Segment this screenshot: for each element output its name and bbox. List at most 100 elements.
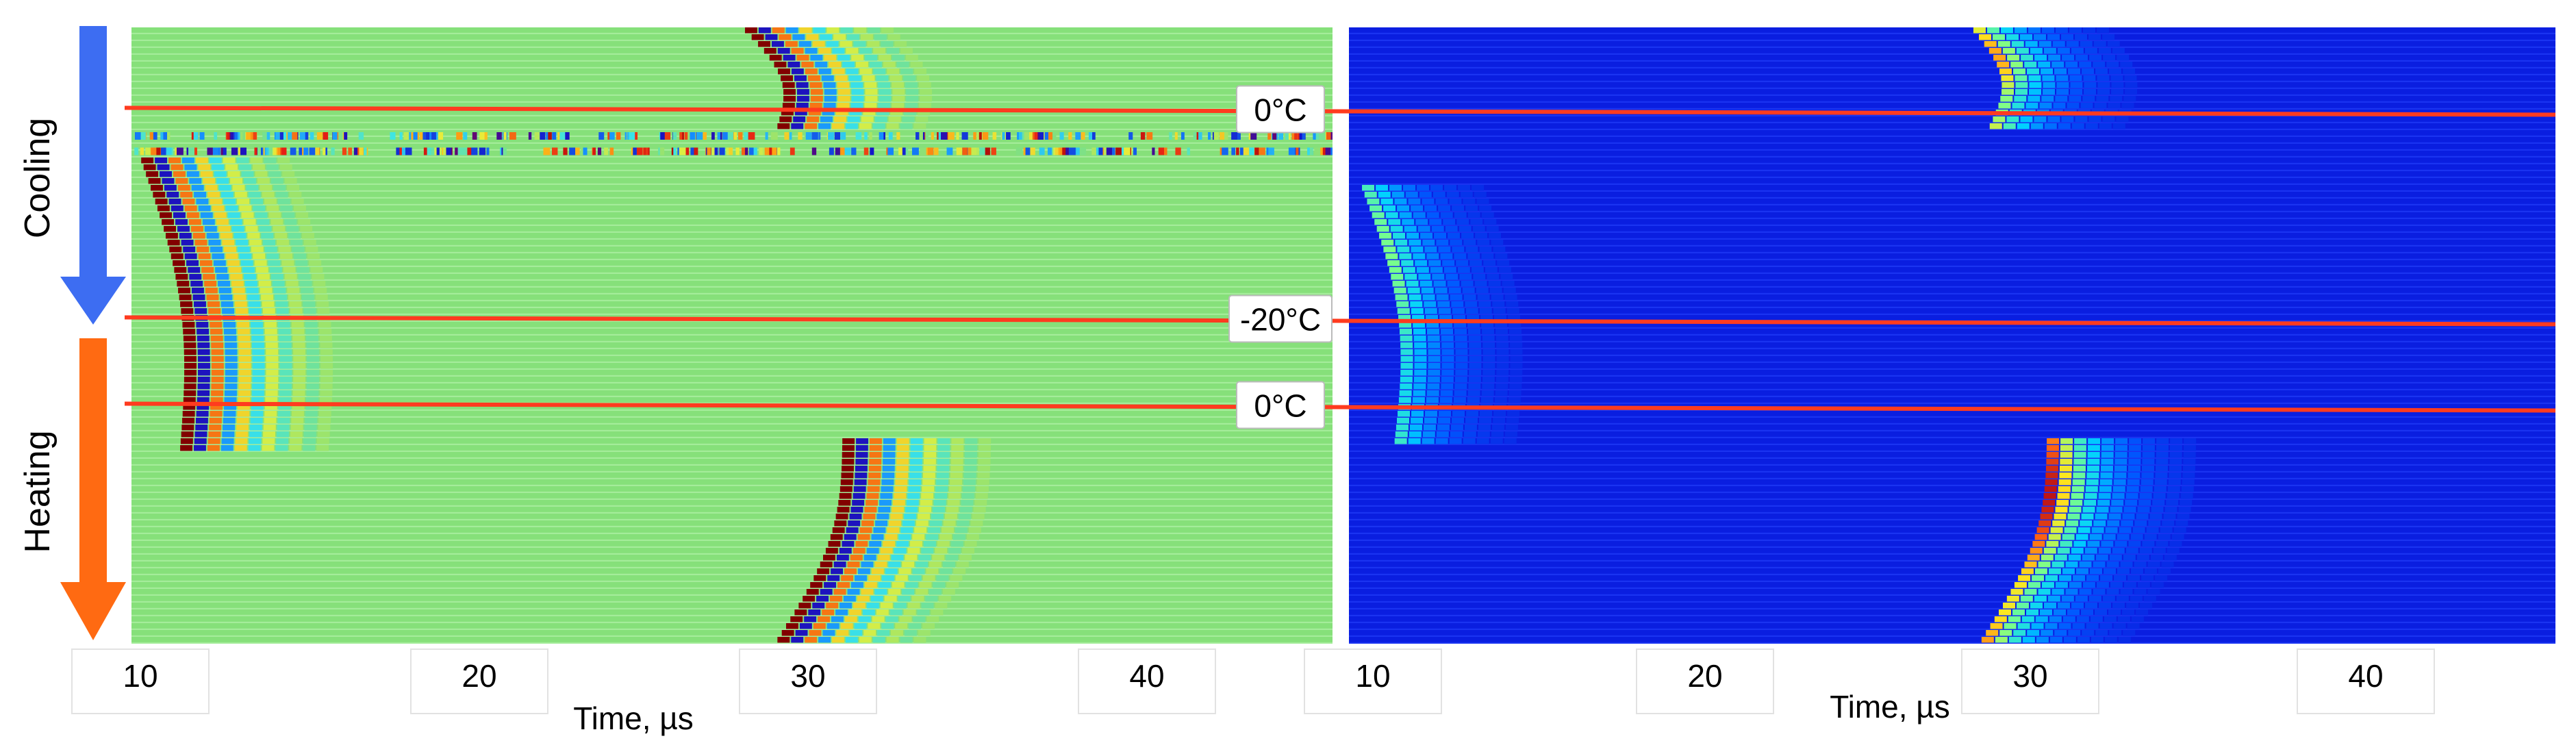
trace-cycle [252, 356, 265, 362]
noise-mark [266, 132, 270, 140]
trace-cycle [956, 562, 969, 568]
trace-cycle [937, 452, 950, 458]
trace-cycle [818, 637, 831, 643]
trace-cycle [207, 445, 220, 451]
trace-cycle [273, 288, 286, 294]
trace-cycle [251, 342, 264, 349]
row-stripe [131, 395, 1333, 397]
trace-cycle [765, 34, 778, 40]
trace-cycle [241, 171, 254, 177]
trace-cycle [169, 247, 182, 253]
noise-mark [788, 132, 792, 140]
trace-cycle [1436, 294, 1449, 301]
trace-cycle [225, 205, 238, 212]
trace-cycle [2041, 68, 2054, 75]
noise-mark [1088, 132, 1094, 140]
trace-cycle [2039, 103, 2052, 109]
trace-cycle [265, 397, 278, 403]
trace-cycle [2139, 548, 2152, 554]
trace-cycle [2046, 459, 2059, 465]
trace-cycle [2002, 48, 2015, 54]
trace-cycle [935, 493, 947, 499]
trace-cycle [2130, 534, 2143, 540]
trace-cycle [262, 438, 275, 444]
trace-cycle [2035, 616, 2048, 622]
trace-cycle [293, 356, 306, 362]
trace-cycle [2043, 48, 2056, 54]
trace-cycle [973, 507, 986, 513]
trace-cycle [1482, 349, 1495, 355]
trace-cycle [2024, 62, 2037, 68]
trace-cycle [2070, 82, 2083, 88]
row-stripe [1349, 553, 2555, 555]
trace-cycle [186, 260, 199, 266]
trace-cycle [1454, 390, 1467, 396]
trace-cycle [2075, 55, 2088, 61]
trace-cycle [1451, 301, 1464, 307]
trace-cycle [198, 205, 211, 212]
trace-cycle [2102, 34, 2115, 40]
noise-mark [455, 147, 459, 155]
trace-cycle [1392, 281, 1405, 287]
trace-cycle [2093, 589, 2106, 595]
trace-cycle [879, 500, 892, 506]
row-stripe [1349, 594, 2555, 596]
trace-cycle [208, 308, 221, 314]
trace-cycle [2049, 616, 2062, 622]
trace-cycle [2086, 466, 2099, 472]
trace-cycle [2075, 568, 2088, 575]
noise-mark [925, 132, 929, 140]
trace-cycle [826, 27, 839, 34]
trace-cycle [858, 616, 871, 622]
trace-cycle [2067, 103, 2080, 109]
trace-cycle [203, 178, 216, 184]
trace-cycle [2056, 82, 2069, 88]
row-stripe [131, 94, 1333, 96]
trace-cycle [220, 192, 233, 198]
trace-cycle [181, 158, 194, 164]
noise-mark [677, 147, 681, 155]
trace-cycle [787, 62, 800, 68]
trace-cycle [2015, 82, 2028, 88]
noise-mark [713, 147, 718, 155]
trace-cycle [856, 438, 868, 444]
trace-cycle [2121, 103, 2134, 109]
noise-mark [440, 132, 444, 140]
row-stripe [1349, 46, 2555, 48]
noise-mark [870, 147, 874, 155]
trace-cycle [265, 390, 278, 396]
trace-cycle [2130, 568, 2143, 575]
row-stripe [1349, 217, 2555, 219]
noise-mark [1078, 132, 1085, 140]
noise-mark [479, 132, 485, 140]
trace-cycle [181, 308, 194, 314]
noise-mark [413, 132, 418, 140]
noise-mark [679, 147, 686, 155]
noise-mark [1140, 132, 1146, 140]
trace-cycle [316, 438, 329, 444]
noise-mark [840, 132, 846, 140]
trace-cycle [206, 233, 219, 239]
trace-cycle [282, 171, 295, 177]
trace-cycle [1455, 356, 1468, 362]
trace-cycle [1508, 322, 1521, 328]
trace-cycle [2041, 582, 2054, 588]
trace-cycle [2103, 55, 2116, 61]
row-stripe [1349, 238, 2555, 240]
trace-cycle [1422, 438, 1435, 444]
noise-mark [744, 147, 748, 155]
trace-cycle [290, 308, 303, 314]
trace-cycle [296, 212, 309, 218]
trace-cycle [777, 48, 790, 54]
trace-cycle [978, 459, 991, 465]
trace-cycle [1416, 267, 1429, 273]
trace-cycle [936, 473, 949, 479]
trace-cycle [794, 75, 807, 81]
trace-cycle [183, 329, 196, 335]
noise-mark [403, 132, 409, 140]
trace-cycle [2087, 541, 2100, 547]
row-stripe [1349, 108, 2555, 110]
noise-mark [931, 132, 934, 140]
trace-cycle [869, 438, 882, 444]
row-stripe [1349, 286, 2555, 288]
